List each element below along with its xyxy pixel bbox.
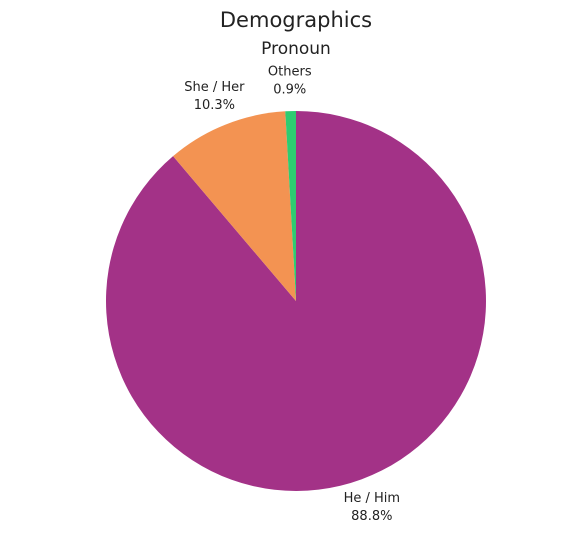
- pie-slice: [285, 111, 296, 301]
- chart-subtitle: Pronoun: [261, 39, 331, 59]
- slice-label: She / Her: [184, 80, 245, 95]
- value-label: 0.9%: [273, 83, 306, 98]
- pie-slice: [173, 111, 296, 301]
- slice-label: He / Him: [344, 491, 400, 506]
- slice-label: Others: [268, 65, 312, 80]
- chart-title: Demographics: [220, 8, 372, 32]
- value-label: 10.3%: [194, 98, 235, 113]
- value-label: 88.8%: [351, 509, 392, 524]
